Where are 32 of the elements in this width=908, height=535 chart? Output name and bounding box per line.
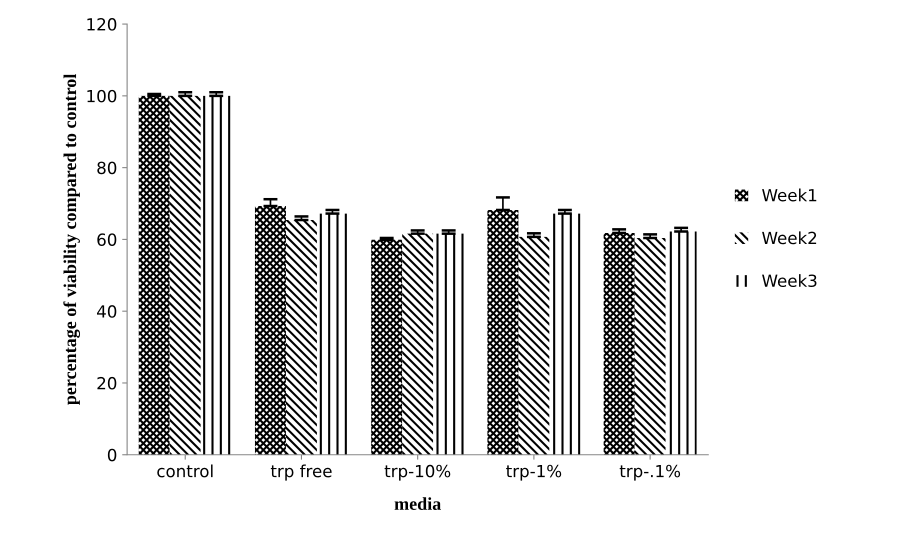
y-tick-label: 120 (87, 18, 116, 31)
y-tick-label: 60 (97, 233, 116, 246)
y-tick-label: 20 (97, 376, 116, 390)
x-tick-label: trp-10% (384, 464, 450, 481)
bar (170, 96, 201, 455)
legend-label: Week3 (762, 274, 816, 288)
bar (402, 234, 434, 455)
y-tick-label: 80 (97, 162, 116, 174)
bar (604, 232, 635, 455)
legend-label: Week1 (762, 188, 816, 202)
x-tick-label: trp-1% (506, 464, 562, 481)
bar (200, 96, 232, 455)
legend-label: Week2 (762, 231, 816, 244)
bar (286, 220, 317, 455)
bar (433, 234, 464, 455)
bar (138, 96, 170, 455)
y-tick-label: 40 (97, 305, 116, 318)
bar (316, 214, 348, 455)
x-tick-label: trp free (270, 464, 332, 481)
y-tick-label: 100 (87, 90, 116, 102)
bar (487, 210, 518, 455)
x-tick-label: trp-.1% (620, 464, 680, 481)
bar (254, 206, 286, 455)
bar (549, 214, 580, 455)
bar (518, 236, 550, 455)
y-tick-label: 0 (108, 448, 116, 462)
bar (371, 240, 402, 455)
bar (666, 232, 697, 455)
y-axis-title: percentage of viability compared to control (63, 74, 80, 405)
bar (634, 238, 666, 455)
x-axis-title: media (394, 497, 441, 510)
x-tick-label: control (157, 464, 213, 478)
